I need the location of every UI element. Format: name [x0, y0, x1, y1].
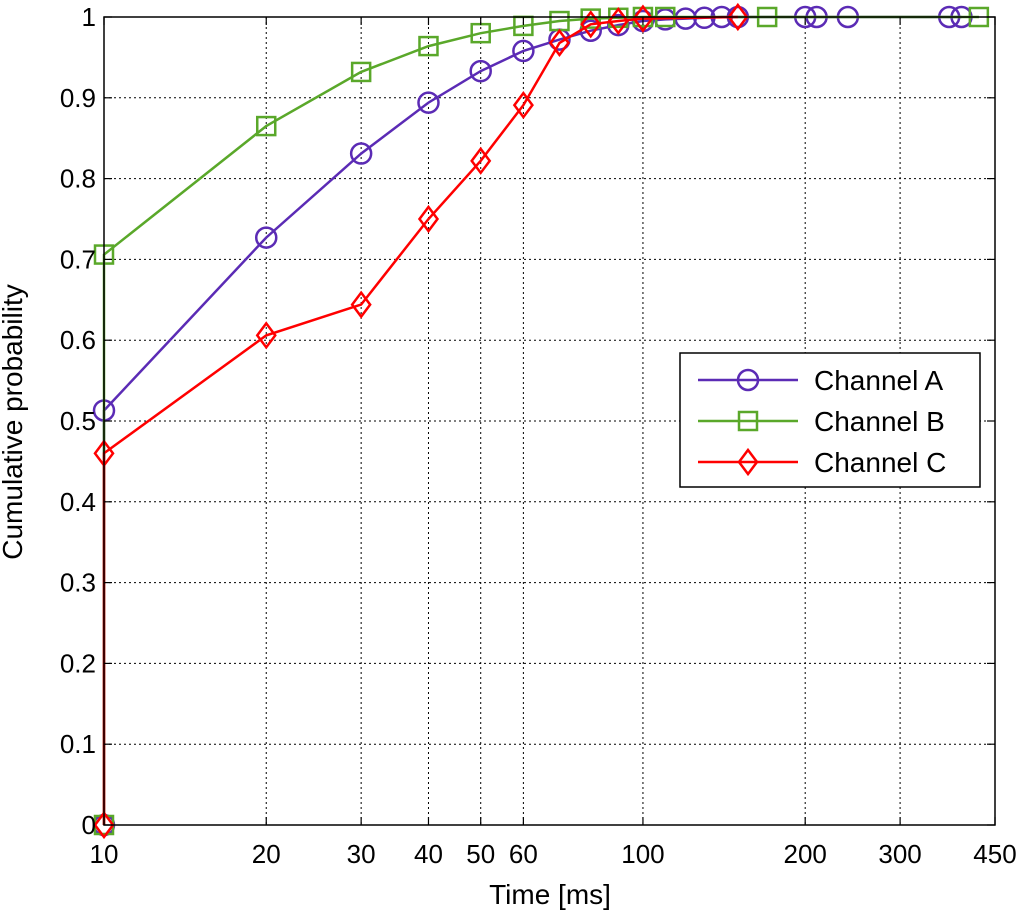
data-point-channel-c [417, 204, 440, 234]
x-axis-label: Time [ms] [489, 879, 611, 910]
x-tick-label: 10 [90, 839, 119, 869]
legend-marker-channel-b [737, 410, 759, 432]
y-tick-label: 0.9 [60, 83, 96, 113]
y-tick-label: 0.3 [60, 568, 96, 598]
data-point-channel-a [417, 91, 440, 114]
data-point-channel-b [350, 61, 372, 83]
data-point-channel-c [548, 28, 571, 57]
legend-label-channel-b: Channel B [814, 406, 945, 437]
legend: Channel A Channel B Channel C [679, 352, 981, 488]
x-tick-label: 300 [878, 839, 921, 869]
x-tick-label: 40 [414, 839, 443, 869]
y-tick-label: 0.2 [60, 648, 96, 678]
data-point-channel-a [512, 39, 535, 63]
y-tick-label: 0.7 [60, 244, 96, 274]
legend-marker-channel-a [736, 368, 760, 392]
series-line-channel-c [102, 15, 738, 825]
data-point-channel-a [469, 59, 492, 83]
y-tick-label: 0 [82, 810, 96, 840]
x-tick-label: 20 [252, 839, 281, 869]
data-point-channel-c [93, 810, 115, 840]
data-point-channel-a [254, 226, 278, 249]
x-tick-label: 60 [509, 839, 538, 869]
y-tick-label: 0.5 [60, 406, 96, 436]
data-point-channel-b [418, 35, 439, 57]
x-tick-label: 30 [347, 839, 376, 869]
y-tick-label: 0.1 [60, 729, 96, 759]
y-tick-label: 0.4 [60, 487, 96, 517]
data-point-channel-a [349, 142, 373, 165]
legend-label-channel-c: Channel C [814, 447, 946, 478]
data-point-channel-c [512, 90, 534, 120]
data-point-channel-c [580, 10, 602, 39]
data-point-channel-c [727, 2, 749, 32]
legend-marker-channel-c [737, 447, 759, 477]
data-point-channel-c [632, 4, 654, 33]
x-tick-label: 100 [621, 839, 664, 869]
y-axis-label: Cumulative probability [0, 284, 28, 559]
data-point-channel-b [580, 8, 601, 29]
x-tick-label: 50 [466, 839, 495, 869]
data-point-channel-c [350, 290, 372, 319]
data-point-channel-b [255, 115, 277, 137]
x-tick-label: 200 [783, 839, 826, 869]
y-tick-label: 1 [82, 2, 96, 32]
data-point-channel-c [255, 321, 277, 350]
y-tick-label: 0.8 [60, 164, 96, 194]
x-tick-label: 450 [973, 839, 1016, 869]
data-point-channel-c [470, 146, 492, 175]
legend-label-channel-a: Channel A [814, 365, 944, 396]
y-tick-label: 0.6 [60, 325, 96, 355]
